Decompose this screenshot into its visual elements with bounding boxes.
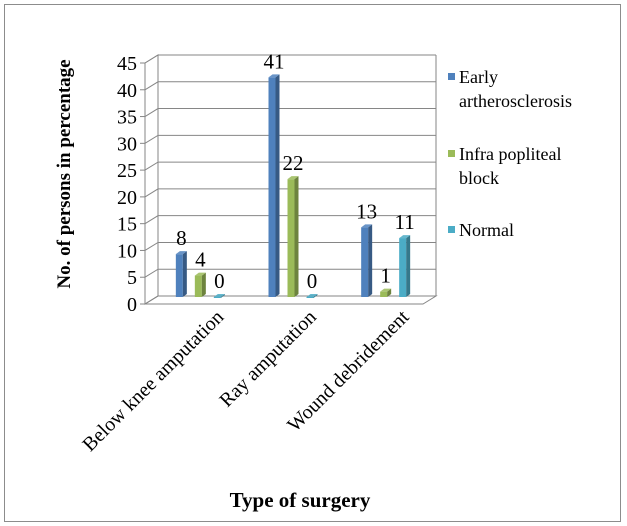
gridline	[144, 188, 436, 198]
bar-side	[275, 74, 280, 297]
legend-entry: Infra popliteal block	[459, 144, 561, 188]
y-tick-labels: 0 5 10 15 20 25 30 35 40 45	[117, 53, 137, 316]
bars	[175, 74, 411, 298]
bar	[399, 238, 407, 297]
legend: Early artherosclerosis Infra popliteal bloc…	[448, 67, 572, 240]
data-label: 4	[195, 248, 206, 272]
y-tick-label: 0	[127, 294, 137, 316]
data-label: 8	[176, 226, 187, 250]
gridline	[144, 268, 436, 278]
gridline	[144, 295, 436, 305]
bar	[268, 77, 276, 297]
y-tick-label: 35	[117, 107, 137, 129]
bar-top	[306, 294, 318, 297]
bar-side	[220, 294, 225, 298]
bar	[306, 297, 314, 298]
data-label: 0	[214, 269, 225, 293]
bar-side	[406, 235, 411, 297]
chart-frame	[4, 4, 621, 522]
bar-side	[294, 176, 299, 297]
bar-top	[175, 251, 187, 255]
bar-top	[213, 294, 225, 297]
y-tick-label: 40	[117, 80, 137, 102]
bar	[287, 179, 295, 297]
bar	[175, 254, 183, 297]
bar-top	[380, 288, 392, 292]
y-tick-label: 15	[117, 214, 137, 236]
bar-side	[201, 272, 206, 297]
data-label: 41	[264, 49, 285, 73]
legend-swatch	[448, 226, 455, 233]
legend-swatch	[448, 73, 455, 80]
bar-side	[313, 294, 318, 298]
bar-top	[361, 224, 373, 228]
bar	[194, 275, 202, 297]
bar-top	[194, 272, 206, 276]
bar-top	[399, 235, 411, 239]
y-tick-label: 25	[117, 160, 137, 182]
bar-top	[268, 74, 280, 78]
legend-entry: Normal	[459, 220, 514, 240]
bar	[361, 227, 369, 297]
x-axis-label: Type of surgery	[230, 488, 371, 512]
data-label: 0	[307, 269, 318, 293]
floor	[143, 295, 438, 305]
x-tick-label: Ray amputation	[215, 306, 321, 412]
gridlines	[140, 54, 436, 305]
legend-swatch	[448, 150, 455, 157]
bar-side	[387, 288, 392, 297]
data-label: 1	[380, 264, 391, 288]
legend-entry: Early artherosclerosis	[459, 67, 572, 111]
data-label: 13	[356, 199, 377, 223]
bar-side	[182, 251, 187, 297]
data-label: 11	[395, 210, 415, 234]
bar-side	[368, 224, 373, 297]
y-tick-label: 20	[117, 187, 137, 209]
data-label: 22	[283, 151, 304, 175]
x-tick-label: Below knee amputation	[78, 306, 228, 456]
y-tick-label: 30	[117, 133, 137, 155]
gridline	[144, 108, 436, 117]
bar	[213, 297, 221, 298]
bar	[380, 291, 388, 297]
y-tick-label: 10	[117, 240, 137, 262]
gridline	[144, 134, 436, 144]
gridline	[144, 81, 436, 91]
gridline	[144, 161, 436, 171]
gridline	[144, 54, 436, 64]
gridline	[144, 215, 436, 225]
y-tick-label: 45	[117, 53, 137, 75]
y-axis-label: No. of persons in percentage	[54, 59, 75, 288]
y-tick-label: 5	[127, 267, 137, 289]
gridline	[144, 241, 436, 251]
side-wall	[144, 54, 159, 305]
bar-top	[287, 176, 299, 180]
